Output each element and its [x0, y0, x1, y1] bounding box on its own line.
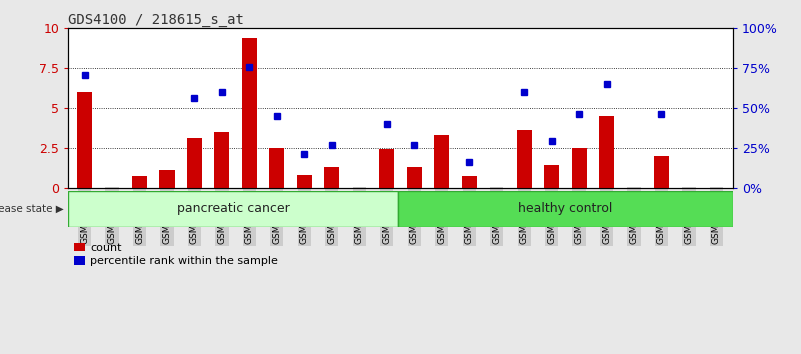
Bar: [215, 132, 229, 188]
Legend: count, percentile rank within the sample: count, percentile rank within the sample: [74, 243, 278, 266]
Bar: [242, 38, 257, 188]
Bar: [379, 149, 394, 188]
Bar: [517, 130, 532, 188]
Bar: [599, 116, 614, 188]
Bar: [77, 92, 92, 188]
Bar: [407, 167, 422, 188]
Text: healthy control: healthy control: [518, 202, 613, 215]
Bar: [297, 175, 312, 188]
Bar: [68, 191, 398, 227]
Bar: [398, 191, 733, 227]
Bar: [434, 135, 449, 188]
Text: pancreatic cancer: pancreatic cancer: [176, 202, 289, 215]
Bar: [159, 170, 175, 188]
Bar: [544, 165, 559, 188]
Bar: [654, 156, 669, 188]
Bar: [572, 148, 586, 188]
Text: GDS4100 / 218615_s_at: GDS4100 / 218615_s_at: [68, 13, 244, 27]
Bar: [187, 138, 202, 188]
Bar: [269, 148, 284, 188]
Bar: [132, 176, 147, 188]
Bar: [324, 167, 340, 188]
Bar: [461, 176, 477, 188]
Text: disease state ▶: disease state ▶: [0, 204, 64, 214]
